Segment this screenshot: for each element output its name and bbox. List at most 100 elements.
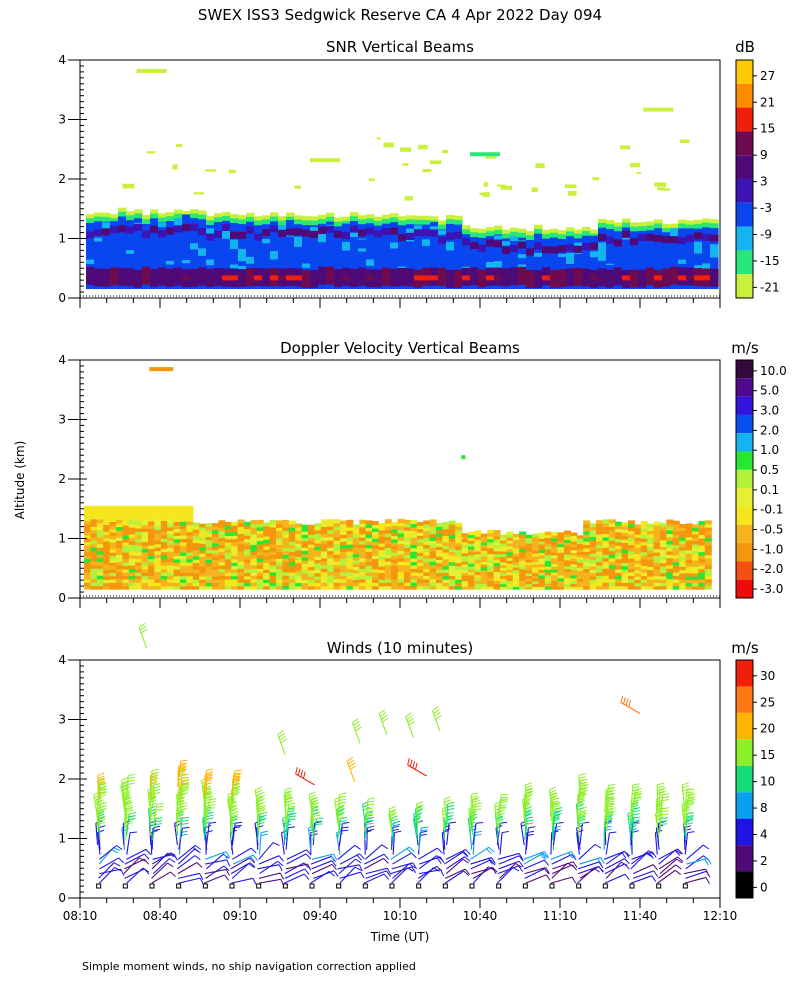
doppler-cell (512, 536, 520, 540)
doppler-cell (288, 544, 296, 549)
doppler-cell (359, 554, 367, 559)
wind-barb-feather (624, 851, 630, 858)
doppler-cell (442, 562, 450, 567)
doppler-cell (461, 533, 469, 537)
doppler-cell (372, 565, 379, 570)
doppler-cell (685, 582, 693, 587)
doppler-cell (148, 505, 155, 522)
doppler-cell (359, 550, 367, 555)
doppler-cell (679, 559, 687, 564)
wind-barb-feather (379, 712, 387, 717)
snr-cell (166, 260, 175, 265)
wind-barb-feather (155, 817, 163, 820)
doppler-cell (365, 544, 373, 549)
wind-barb-feather (342, 821, 350, 824)
doppler-cell (410, 547, 418, 552)
doppler-cell (628, 558, 635, 563)
snr-cell (486, 275, 495, 281)
doppler-cell (640, 521, 648, 526)
doppler-cell (698, 527, 706, 532)
doppler-cell (455, 522, 463, 527)
doppler-cell (384, 564, 392, 569)
wind-barb-feather (686, 803, 694, 806)
doppler-cell (672, 582, 680, 587)
doppler-cell (653, 558, 661, 563)
doppler-cell (212, 552, 219, 557)
wind-barb (523, 851, 545, 860)
doppler-cell (615, 528, 623, 533)
doppler-cell (352, 572, 360, 577)
doppler-cell (288, 561, 296, 566)
doppler-cell (327, 547, 335, 552)
doppler-cell (423, 520, 431, 525)
snr-cell (446, 263, 455, 267)
wind-barb (604, 789, 607, 812)
wind-barb-feather (260, 833, 268, 837)
snr-cell (326, 225, 335, 233)
doppler-cell (500, 548, 507, 552)
doppler-cell (551, 569, 559, 573)
doppler-cell (301, 527, 309, 532)
doppler-cell (704, 537, 712, 542)
snr-cell (590, 235, 599, 244)
snr-cell (710, 223, 719, 230)
snr-cell (478, 265, 487, 273)
wind-barb (95, 823, 99, 846)
wind-barb-feather (661, 810, 669, 813)
snr-cell (134, 213, 143, 220)
doppler-cell (532, 555, 539, 560)
doppler-cell (308, 556, 315, 561)
doppler-cell (135, 531, 143, 536)
doppler-cell (256, 557, 264, 562)
doppler-cell (90, 529, 98, 534)
doppler-cell (148, 541, 155, 546)
doppler-cell (666, 540, 674, 545)
wind-barb-feather (501, 793, 509, 796)
doppler-cell (653, 545, 661, 550)
doppler-cell (455, 572, 463, 577)
doppler-cell (429, 568, 437, 573)
snr-echo (429, 160, 442, 165)
snr-cell (286, 212, 295, 220)
wind-barb (578, 808, 581, 831)
doppler-cell (436, 523, 443, 527)
doppler-cell (352, 537, 360, 542)
snr-cell (702, 233, 711, 241)
doppler-cell (263, 562, 271, 567)
snr-cell (662, 232, 671, 290)
doppler-cell (480, 553, 488, 557)
wind-barb-feather (223, 865, 230, 872)
wind-barb-feather (196, 862, 203, 868)
wind-barb-feather (474, 833, 482, 837)
doppler-cell (436, 562, 443, 567)
wind-barb-feather (138, 623, 146, 628)
doppler-cell (442, 568, 450, 573)
doppler-cell (602, 557, 610, 562)
wind-barb-feather (287, 826, 296, 829)
figure-title: SWEX ISS3 Sedgwick Reserve CA 4 Apr 2022… (198, 6, 602, 24)
wind-barb-feather (386, 867, 392, 875)
doppler-cell (365, 585, 373, 590)
snr-cell (398, 267, 407, 286)
doppler-cell (532, 536, 539, 540)
wind-barb (444, 870, 464, 884)
doppler-cell (468, 534, 475, 539)
snr-cell (454, 215, 463, 223)
wind-barb (230, 862, 251, 875)
wind-barb-feather (444, 799, 452, 803)
y-tick-label: 1 (58, 532, 66, 546)
doppler-cell (576, 538, 584, 542)
snr-cell (182, 275, 191, 281)
doppler-cell (167, 561, 175, 566)
snr-cell (678, 252, 687, 260)
doppler-cell (212, 562, 219, 567)
doppler-cell (301, 585, 309, 590)
doppler-cell (474, 583, 482, 587)
doppler-cell (276, 520, 283, 525)
doppler-cell (160, 538, 168, 543)
doppler-cell (244, 535, 251, 540)
doppler-cell (327, 585, 335, 590)
colorbar-tick-label: -21 (760, 280, 780, 294)
doppler-cell (506, 563, 514, 567)
